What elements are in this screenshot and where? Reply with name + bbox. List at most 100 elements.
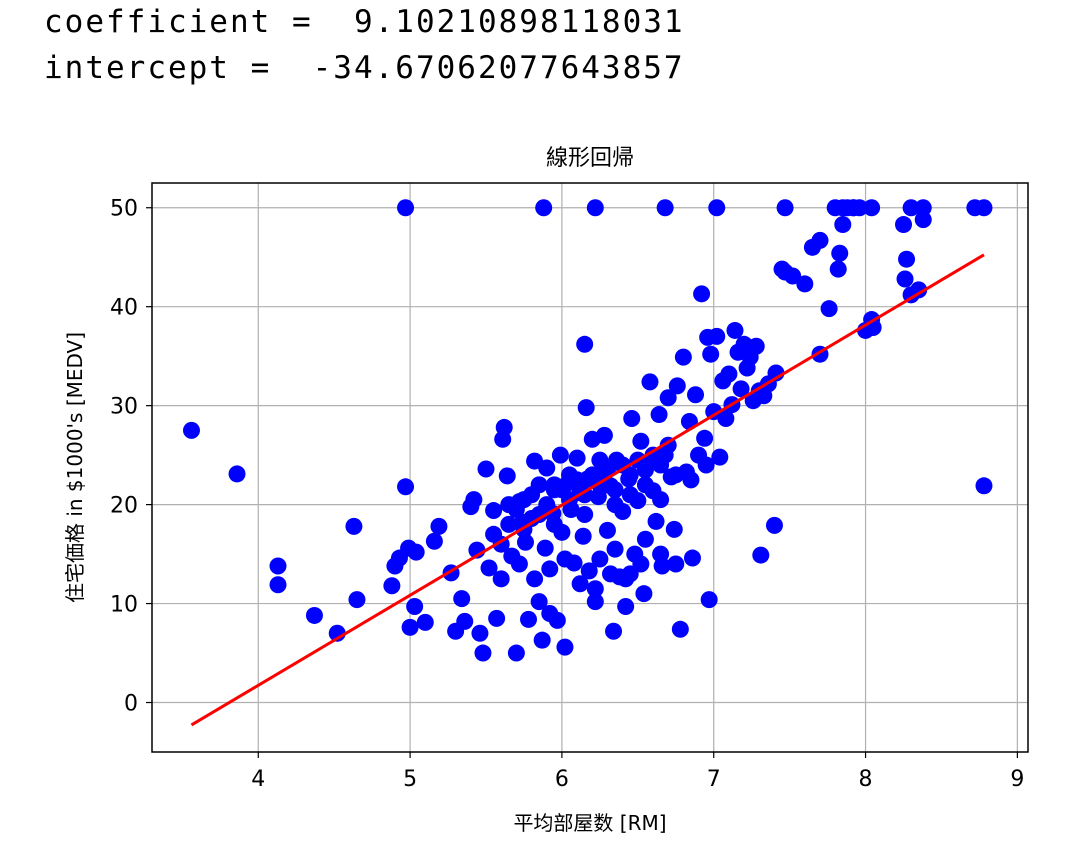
data-point xyxy=(697,456,715,474)
data-point xyxy=(606,496,624,514)
data-point xyxy=(623,410,641,428)
data-point xyxy=(520,610,538,628)
data-point xyxy=(621,466,639,484)
data-point xyxy=(665,520,683,538)
data-point xyxy=(598,521,616,539)
data-point xyxy=(693,285,711,303)
data-point xyxy=(702,345,720,363)
data-point xyxy=(530,476,548,494)
data-point xyxy=(898,250,916,268)
data-point xyxy=(507,644,525,662)
coefficient-value: 9.10210898118031 xyxy=(353,4,685,40)
data-point xyxy=(397,199,415,217)
data-points xyxy=(182,199,993,662)
x-tick-label: 4 xyxy=(251,767,265,792)
data-point xyxy=(576,335,594,353)
data-point xyxy=(568,449,586,467)
data-point xyxy=(345,517,363,535)
data-point xyxy=(752,546,770,564)
data-point xyxy=(717,410,735,428)
data-point xyxy=(652,491,670,509)
data-point xyxy=(500,515,518,533)
data-point xyxy=(636,461,654,479)
data-point xyxy=(765,516,783,534)
data-point xyxy=(641,373,659,391)
data-point xyxy=(571,575,589,593)
data-point xyxy=(551,446,569,464)
data-point xyxy=(488,609,506,627)
data-point xyxy=(617,570,635,588)
data-point xyxy=(305,606,323,624)
data-point xyxy=(556,550,574,568)
data-point xyxy=(595,426,613,444)
data-point xyxy=(896,270,914,288)
y-tick-label: 10 xyxy=(110,593,138,618)
data-point xyxy=(453,590,471,608)
y-tick-label: 40 xyxy=(110,296,138,321)
data-point xyxy=(269,557,287,575)
data-point xyxy=(401,618,419,636)
data-point xyxy=(538,459,556,477)
data-point xyxy=(667,466,685,484)
data-point xyxy=(700,591,718,609)
data-point xyxy=(632,432,650,450)
data-point xyxy=(601,565,619,583)
data-point xyxy=(696,429,714,447)
data-point xyxy=(796,275,814,293)
data-point xyxy=(636,476,654,494)
data-point xyxy=(574,527,592,545)
data-point xyxy=(902,199,920,217)
data-point xyxy=(829,260,847,278)
data-point xyxy=(591,451,609,469)
x-tick-label: 6 xyxy=(555,767,569,792)
data-point xyxy=(545,515,563,533)
x-tick-label: 5 xyxy=(403,767,417,792)
data-point xyxy=(652,545,670,563)
data-point xyxy=(556,638,574,656)
data-point xyxy=(708,327,726,345)
plot-frame xyxy=(151,182,1029,753)
data-point xyxy=(687,386,705,404)
data-point xyxy=(668,377,686,395)
data-point xyxy=(975,199,993,217)
data-point xyxy=(605,622,623,640)
y-tick-label: 0 xyxy=(124,692,138,717)
data-point xyxy=(228,465,246,483)
data-point xyxy=(831,244,849,262)
axis-ticks: 4 5 6 7 8 9 0 10 20 30 40 50 xyxy=(110,197,1024,792)
chart-title: 線形回帰 xyxy=(546,146,634,171)
data-point xyxy=(530,593,548,611)
data-point xyxy=(656,199,674,217)
data-point xyxy=(863,199,881,217)
data-point xyxy=(430,517,448,535)
data-point xyxy=(732,380,750,398)
data-point xyxy=(465,491,483,509)
data-point xyxy=(617,598,635,616)
x-tick-label: 9 xyxy=(1010,767,1024,792)
regression-line xyxy=(190,253,985,727)
data-point xyxy=(606,481,624,499)
data-point xyxy=(269,576,287,594)
data-point xyxy=(533,631,551,649)
data-point xyxy=(652,456,670,474)
data-point xyxy=(914,199,932,217)
y-tick-label: 30 xyxy=(110,395,138,420)
data-point xyxy=(480,559,498,577)
data-point xyxy=(498,467,516,485)
data-point xyxy=(526,570,544,588)
data-point xyxy=(586,580,604,598)
data-point xyxy=(747,337,765,355)
data-point xyxy=(708,199,726,217)
data-point xyxy=(784,267,802,285)
data-point xyxy=(548,611,566,629)
data-point xyxy=(776,199,794,217)
data-point xyxy=(910,281,928,299)
data-point xyxy=(492,570,510,588)
data-point xyxy=(606,540,624,558)
data-point xyxy=(811,231,829,249)
data-point xyxy=(182,421,200,439)
data-point xyxy=(516,533,534,551)
data-point xyxy=(474,644,492,662)
data-point xyxy=(471,624,489,642)
